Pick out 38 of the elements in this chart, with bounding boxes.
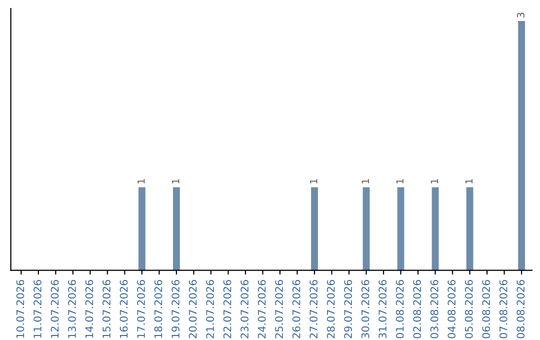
x-tick-label: 12.07.2026 — [50, 280, 59, 338]
x-tick-label: 08.08.2026 — [516, 280, 525, 338]
x-tick-label: 28.07.2026 — [326, 280, 335, 338]
data-label: 1 — [138, 179, 145, 184]
x-tick-label: 23.07.2026 — [240, 280, 248, 338]
x-tick-label: 02.08.2026 — [413, 280, 422, 338]
x-tick-label: 18.07.2026 — [154, 280, 162, 338]
x-tick-label: 20.07.2026 — [188, 280, 197, 338]
x-tick-label: 13.07.2026 — [68, 280, 76, 338]
x-tick-label: 05.08.2026 — [464, 280, 473, 338]
x-tick-label: 29.07.2026 — [344, 280, 352, 338]
x-tick-label: 07.08.2026 — [499, 280, 508, 338]
x-tick-label: 01.08.2026 — [396, 280, 404, 338]
data-label: 1 — [362, 179, 369, 184]
x-tick-label: 31.07.2026 — [378, 280, 387, 338]
x-tick-label: 17.07.2026 — [137, 280, 145, 338]
data-label: 1 — [430, 179, 438, 184]
x-tick-label: 04.08.2026 — [448, 280, 456, 338]
x-tick-label: 10.07.2026 — [16, 280, 24, 338]
data-label: 1 — [310, 179, 318, 184]
x-tick-label: 21.07.2026 — [206, 280, 214, 338]
x-tick-label: 15.07.2026 — [102, 280, 110, 338]
x-tick-label: 30.07.2026 — [361, 280, 370, 338]
data-label: 1 — [396, 179, 404, 184]
x-tick-label: 03.08.2026 — [430, 280, 438, 338]
x-tick-label: 25.07.2026 — [275, 280, 283, 338]
x-tick-label: 06.08.2026 — [482, 280, 490, 338]
x-tick-label: 14.07.2026 — [85, 280, 94, 338]
data-label: 1 — [465, 179, 472, 184]
x-tick-label: 24.07.2026 — [258, 280, 266, 338]
x-tick-label: 22.07.2026 — [223, 280, 232, 338]
data-label: 3 — [517, 12, 524, 18]
x-tick-label: 16.07.2026 — [120, 280, 128, 338]
data-label: 1 — [172, 179, 180, 184]
x-tick-label: 27.07.2026 — [310, 280, 318, 338]
x-tick-label: 11.07.2026 — [34, 280, 42, 338]
x-tick-label: 26.07.2026 — [292, 280, 300, 338]
x-tick-label: 19.07.2026 — [172, 280, 180, 338]
